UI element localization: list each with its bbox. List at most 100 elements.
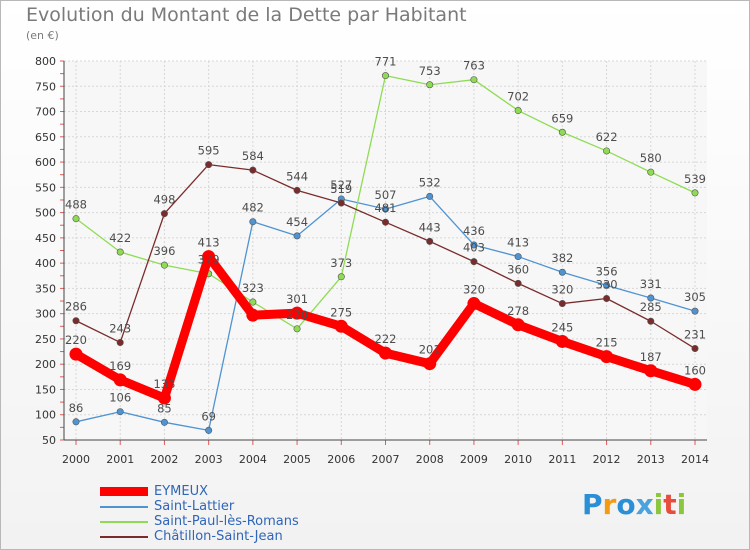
- proxiti-logo: Proxiti: [582, 488, 687, 521]
- data-point: [249, 298, 257, 306]
- data-point: [511, 318, 525, 332]
- x-tick-label: 2009: [460, 453, 488, 466]
- y-tick-label: 600: [35, 156, 56, 169]
- data-label: 753: [419, 64, 441, 78]
- y-tick-label: 100: [35, 409, 56, 422]
- axis-layer: 50 100 150 200 250 300 350 400 450 500 550 600 650 70…: [35, 55, 709, 466]
- data-label: 201: [419, 343, 441, 357]
- data-label: 539: [684, 172, 706, 186]
- data-point: [691, 307, 699, 315]
- data-label: 413: [507, 236, 529, 250]
- data-point: [426, 192, 434, 200]
- data-label: 320: [551, 283, 573, 297]
- y-tick-label: 800: [35, 55, 56, 68]
- data-label: 763: [463, 59, 485, 73]
- series-layer: [69, 72, 702, 434]
- data-label: 422: [109, 231, 131, 245]
- data-point: [470, 241, 478, 249]
- data-point: [381, 72, 389, 80]
- data-label: 519: [330, 182, 352, 196]
- data-point: [514, 279, 522, 287]
- data-label: 527: [330, 178, 352, 192]
- data-point: [160, 418, 168, 426]
- data-label: 595: [198, 144, 220, 158]
- y-tick-label: 650: [35, 131, 56, 144]
- x-tick-label: 2014: [681, 453, 709, 466]
- data-point: [603, 281, 611, 289]
- x-tick-label: 2011: [548, 453, 576, 466]
- data-label: 169: [109, 359, 131, 373]
- y-tick-label: 550: [35, 181, 56, 194]
- x-tick-label: 2000: [62, 453, 90, 466]
- legend-swatch: [100, 535, 148, 538]
- data-point: [72, 418, 80, 426]
- data-point: [246, 308, 260, 322]
- data-label: 305: [684, 290, 706, 304]
- x-tick-label: 2012: [593, 453, 621, 466]
- data-label: 356: [596, 264, 618, 278]
- x-tick-label: 2003: [195, 453, 223, 466]
- data-label: 231: [684, 328, 706, 342]
- data-point: [470, 76, 478, 84]
- legend-item: Saint-Lattier: [100, 499, 430, 514]
- data-label: 278: [507, 304, 529, 318]
- data-point: [160, 261, 168, 269]
- data-point: [644, 364, 658, 378]
- data-point: [600, 350, 614, 364]
- data-label: 331: [640, 277, 662, 291]
- data-label: 702: [507, 90, 529, 104]
- data-point: [334, 319, 348, 333]
- data-point: [514, 253, 522, 261]
- data-point: [157, 391, 171, 405]
- legend-item: EYMEUX: [100, 484, 430, 499]
- data-point: [72, 215, 80, 223]
- data-label: 187: [640, 350, 662, 364]
- data-label: 222: [375, 332, 397, 346]
- legend-item: Saint-Paul-lès-Romans: [100, 514, 430, 529]
- data-point: [293, 325, 301, 333]
- data-point: [603, 147, 611, 155]
- data-label: 220: [65, 333, 87, 347]
- data-label: 323: [242, 281, 264, 295]
- data-point: [381, 205, 389, 213]
- data-point: [558, 268, 566, 276]
- y-tick-label: 750: [35, 80, 56, 93]
- data-label: 771: [375, 55, 397, 69]
- data-label: 413: [198, 236, 220, 250]
- data-point: [467, 297, 481, 311]
- data-point: [603, 295, 611, 303]
- legend-label: Saint-Paul-lès-Romans: [154, 514, 299, 529]
- legend-label: Châtillon-Saint-Jean: [154, 529, 283, 544]
- y-tick-label: 200: [35, 358, 56, 371]
- data-point: [426, 237, 434, 245]
- data-point: [202, 250, 216, 264]
- x-tick-label: 2001: [106, 453, 134, 466]
- data-label-layer: 220 169 133 413 301 275 222 201 320 278 245 215 187 1…: [65, 55, 706, 424]
- data-point: [116, 338, 124, 346]
- data-point: [691, 345, 699, 353]
- data-label: 106: [109, 391, 131, 405]
- x-tick-label: 2010: [504, 453, 532, 466]
- data-label: 86: [69, 401, 84, 415]
- data-point: [337, 199, 345, 207]
- y-tick-label: 350: [35, 282, 56, 295]
- data-point: [249, 166, 257, 174]
- y-tick-label: 700: [35, 106, 56, 119]
- x-tick-label: 2005: [283, 453, 311, 466]
- data-point: [293, 232, 301, 240]
- data-point: [116, 408, 124, 416]
- data-label: 286: [65, 300, 87, 314]
- data-label: 69: [201, 409, 216, 423]
- chart-unit: (en €): [26, 29, 59, 42]
- y-tick-label: 250: [35, 333, 56, 346]
- data-label: 488: [65, 198, 87, 212]
- data-point: [249, 218, 257, 226]
- legend-swatch: [100, 487, 148, 496]
- y-tick-label: 400: [35, 257, 56, 270]
- y-tick-label: 150: [35, 383, 56, 396]
- legend: EYMEUX Saint-Lattier Saint-Paul-lès-Romans…: [100, 484, 430, 544]
- data-point: [647, 294, 655, 302]
- y-tick-label: 450: [35, 232, 56, 245]
- data-point: [293, 186, 301, 194]
- data-point: [379, 346, 392, 360]
